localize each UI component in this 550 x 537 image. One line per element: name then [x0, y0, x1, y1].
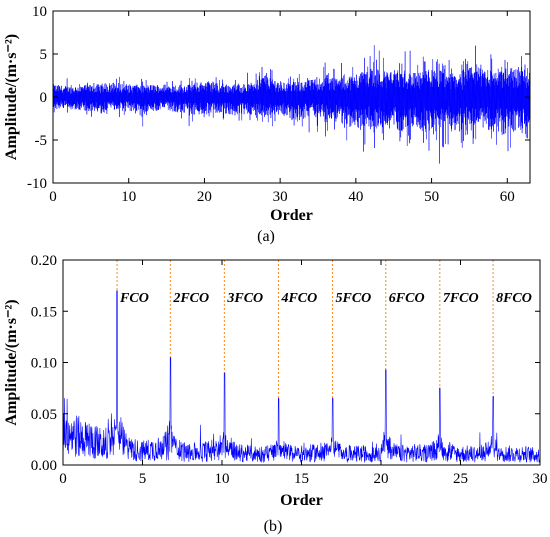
panel-a-x-tick-label: 10 — [121, 189, 136, 205]
panel-a-y-tick-label: 10 — [32, 4, 47, 20]
panel-b-y-tick-label: 0.20 — [31, 253, 57, 269]
panel-a-x-tick-label: 50 — [424, 189, 439, 205]
panel-b-spectrum-trace — [62, 290, 541, 463]
panel-a-x-tick-label: 40 — [348, 189, 363, 205]
panel-b-y-tick-label: 0.15 — [31, 304, 57, 320]
peak-label: 4FCO — [280, 291, 317, 306]
panel-a-y-tick-label: 5 — [40, 47, 48, 63]
panel-b-x-tick-label: 5 — [139, 471, 147, 487]
panel-a-caption: (a) — [257, 228, 275, 245]
panel-a-signal — [52, 45, 531, 164]
panel-a-y-tick-label: -10 — [27, 176, 47, 192]
panel-b-peak-markers — [116, 260, 494, 399]
panel-a-x-tick-label: 60 — [500, 189, 515, 205]
peak-label: FCO — [119, 291, 149, 306]
panel-b-spectrum — [62, 290, 541, 463]
panel-b-y-axis-label: Amplitude/(m·s⁻²) — [3, 299, 20, 425]
panel-a-x-tick-label: 0 — [49, 189, 57, 205]
panel-b-x-tick-label: 30 — [533, 471, 548, 487]
panel-a-y-tick-label: -5 — [35, 133, 48, 149]
peak-label: 8FCO — [496, 291, 532, 306]
panel-b-y-tick-label: 0.10 — [31, 356, 57, 372]
panel-b-x-axis-label: Order — [280, 492, 323, 509]
panel-b-x-tick-label: 10 — [215, 471, 230, 487]
panel-b-x-tick-label: 15 — [294, 471, 309, 487]
panel-a-x-tick-label: 20 — [197, 189, 212, 205]
panel-a-x-tick-label: 30 — [273, 189, 288, 205]
panel-b-x-tick-label: 20 — [374, 471, 389, 487]
panel-b-peak-labels: FCO 2FCO 3FCO 4FCO 5FCO 6FCO 7FCO 8FCO — [119, 291, 532, 306]
panel-a-signal-trace — [52, 45, 531, 164]
panel-b-chart: 0 5 10 15 20 25 30 0.20 0.15 0.10 0.05 0.00 FCO 2FCO… — [3, 253, 548, 535]
panel-b-y-tick-label: 0.00 — [31, 458, 57, 474]
panel-a-y-tick-label: 0 — [40, 90, 48, 106]
peak-label: 6FCO — [389, 291, 425, 306]
panel-b-y-tick-label: 0.05 — [31, 407, 57, 423]
peak-label: 5FCO — [336, 291, 372, 306]
panel-b-x-tick-label: 25 — [453, 471, 468, 487]
panel-b-caption: (b) — [264, 518, 283, 535]
peak-label: 7FCO — [443, 291, 479, 306]
panel-a-x-axis-label: Order — [270, 207, 313, 224]
panel-b-x-tick-label: 0 — [59, 471, 67, 487]
peak-label: 2FCO — [172, 291, 209, 306]
panel-b-ticks: 0 5 10 15 20 25 30 0.20 0.15 0.10 0.05 0.00 — [31, 253, 548, 487]
peak-label: 3FCO — [226, 291, 263, 306]
panel-a-y-axis-label: Amplitude/(m·s⁻²) — [3, 34, 20, 160]
